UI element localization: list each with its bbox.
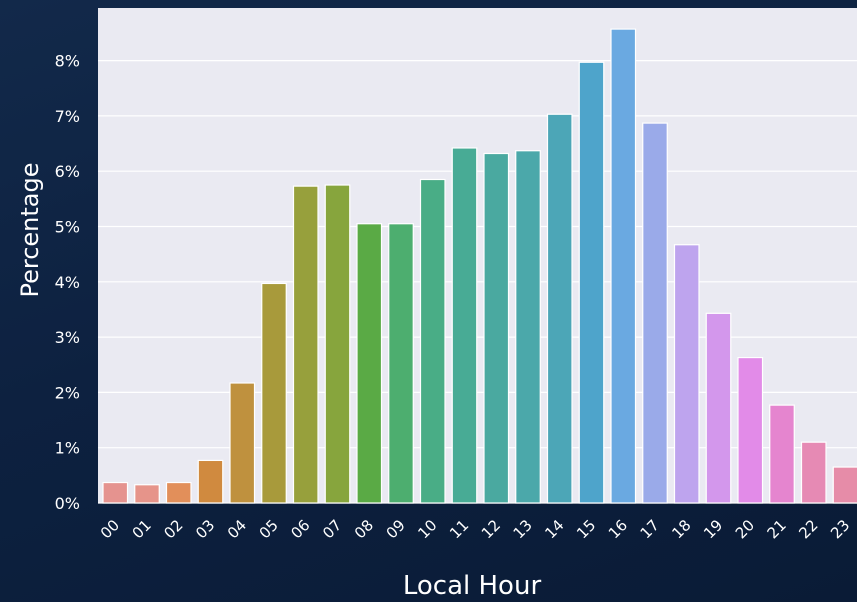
x-tick-label: 19 xyxy=(700,516,726,542)
bar-12 xyxy=(483,152,510,504)
x-tick-label: 00 xyxy=(97,516,123,542)
bar-13 xyxy=(515,150,541,504)
x-tick-label: 13 xyxy=(510,516,536,542)
y-tick-label: 1% xyxy=(55,439,80,458)
x-tick-label: 10 xyxy=(414,516,440,542)
bar-11 xyxy=(451,147,478,504)
y-tick-label: 2% xyxy=(55,383,80,402)
bar-23 xyxy=(832,466,857,504)
x-tick-label: 18 xyxy=(668,516,694,542)
bar-06 xyxy=(292,185,319,504)
x-tick-label: 22 xyxy=(795,516,821,542)
x-tick-label: 02 xyxy=(160,516,186,542)
bar-19 xyxy=(705,312,732,504)
x-tick-label: 23 xyxy=(827,516,853,542)
bar-18 xyxy=(673,244,700,504)
y-axis-label: Percentage xyxy=(16,162,44,297)
bar-14 xyxy=(546,113,573,504)
x-tick-label: 08 xyxy=(351,516,377,542)
bar-17 xyxy=(642,122,668,504)
bar-04 xyxy=(229,382,256,504)
x-tick-label: 05 xyxy=(256,516,282,542)
bar-05 xyxy=(261,282,287,504)
x-tick-label: 16 xyxy=(605,516,631,542)
x-tick-label: 07 xyxy=(319,516,345,542)
x-tick-label: 03 xyxy=(192,516,218,542)
y-tick-label: 0% xyxy=(55,494,80,513)
bar-16 xyxy=(610,28,637,504)
x-tick-label: 15 xyxy=(573,516,599,542)
bar-00 xyxy=(102,481,129,504)
bar-15 xyxy=(578,61,605,504)
bar-07 xyxy=(324,184,351,504)
bar-03 xyxy=(197,459,224,504)
bar-01 xyxy=(134,484,160,504)
bar-02 xyxy=(165,481,192,504)
y-tick-label: 7% xyxy=(55,107,80,126)
x-tick-label: 14 xyxy=(541,516,567,542)
y-tick-label: 3% xyxy=(55,328,80,347)
x-tick-label: 11 xyxy=(446,516,472,542)
y-tick-label: 8% xyxy=(55,52,80,71)
bar-22 xyxy=(800,441,827,504)
y-tick-label: 4% xyxy=(55,273,80,292)
x-tick-label: 12 xyxy=(478,516,504,542)
bar-08 xyxy=(356,223,383,504)
bar-09 xyxy=(388,223,414,504)
y-tick-label: 6% xyxy=(55,162,80,181)
x-tick-label: 21 xyxy=(764,516,790,542)
y-tick-labels: 0% 1% 2% 3% 4% 5% 6% 7% 8% xyxy=(55,52,80,513)
x-axis-label: Local Hour xyxy=(403,571,542,601)
x-tick-labels: 00 01 02 03 04 05 06 07 08 09 10 11 12 13 14 15 16 17 18 19… xyxy=(97,516,853,542)
bar-20 xyxy=(737,356,764,504)
bar-21 xyxy=(769,404,795,504)
x-tick-label: 06 xyxy=(287,516,313,542)
gridlines xyxy=(98,59,857,504)
bars xyxy=(102,28,857,504)
y-tick-label: 5% xyxy=(55,218,80,237)
x-tick-label: 20 xyxy=(732,516,758,542)
x-tick-label: 01 xyxy=(129,516,155,542)
x-tick-label: 04 xyxy=(224,516,250,542)
bar-10 xyxy=(419,178,446,504)
x-tick-label: 09 xyxy=(383,516,409,542)
x-tick-label: 17 xyxy=(637,516,663,542)
